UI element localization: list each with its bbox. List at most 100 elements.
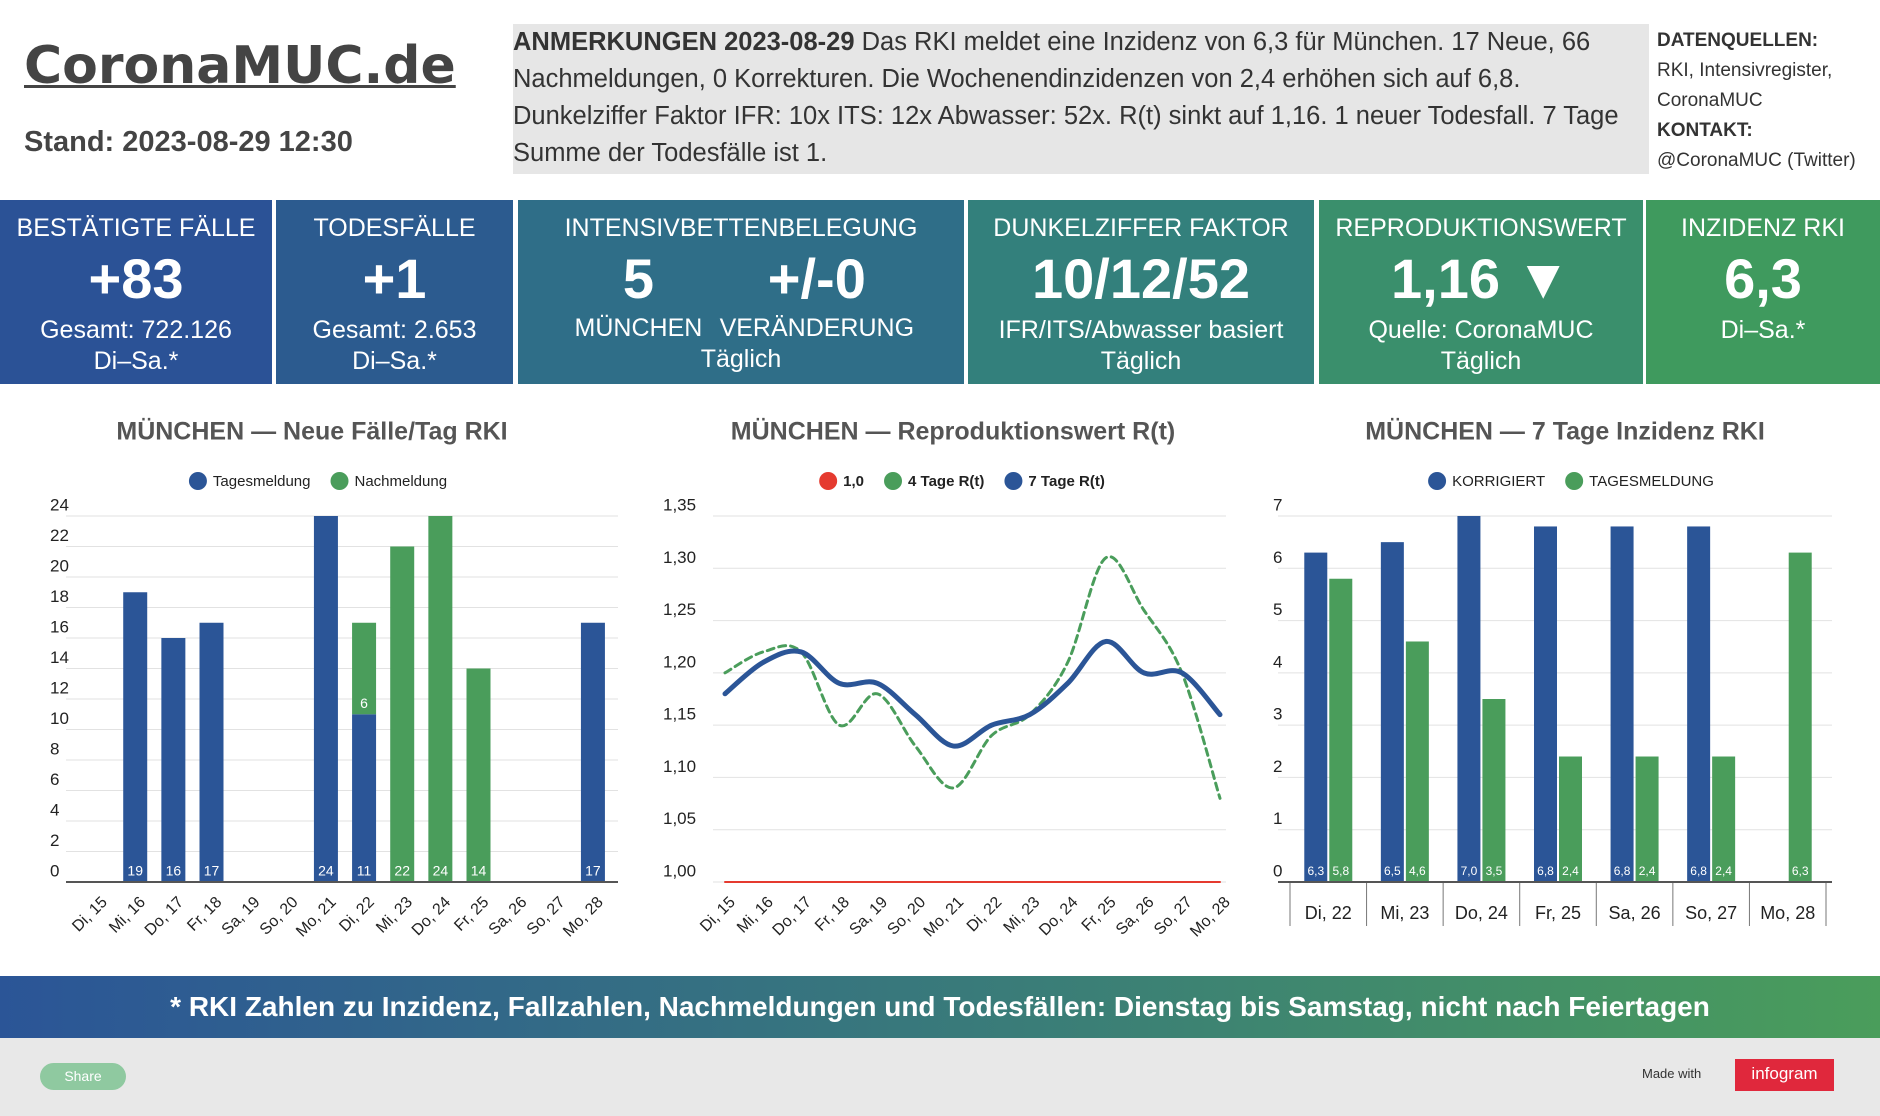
y-tick-label: 18 <box>50 587 69 606</box>
y-tick-label: 12 <box>50 678 69 697</box>
tile-line: Di–Sa.* <box>93 347 179 375</box>
chart-title: MÜNCHEN — Neue Fälle/Tag RKI <box>116 417 507 446</box>
y-tick-label: 0 <box>1273 861 1282 880</box>
bar <box>352 622 377 715</box>
data-label: 22 <box>394 863 410 879</box>
data-label: 4,6 <box>1409 864 1426 878</box>
tile-sublabel: VERÄNDERUNG <box>719 314 915 342</box>
legend-label: Nachmeldung <box>355 473 448 490</box>
bar <box>1559 756 1582 882</box>
brand-badge[interactable]: infogram <box>1735 1059 1834 1091</box>
tile-value: +1 <box>362 247 427 310</box>
y-tick-label: 22 <box>50 526 69 545</box>
kpi-tile: INZIDENZ RKI 6,3 Di–Sa.* <box>1646 200 1880 384</box>
kpi-tile: REPRODUKTIONSWERT 1,16 ▼ Quelle: CoronaMUC… <box>1319 200 1643 384</box>
tile-line: Quelle: CoronaMUC <box>1368 316 1594 344</box>
data-label: 17 <box>585 863 601 879</box>
legend-marker <box>884 472 903 490</box>
bar <box>428 516 453 882</box>
x-tick-label: So, 27 <box>524 894 569 939</box>
data-label: 24 <box>433 863 449 879</box>
data-label: 24 <box>318 863 334 879</box>
x-tick-label: Sa, 26 <box>1113 894 1158 939</box>
y-tick-label: 8 <box>50 739 59 758</box>
x-tick-label: Mo, 21 <box>293 894 340 941</box>
data-label: 16 <box>166 863 182 879</box>
footer-banner: * RKI Zahlen zu Inzidenz, Fallzahlen, Na… <box>0 976 1880 1038</box>
chart-title: MÜNCHEN — 7 Tage Inzidenz RKI <box>1365 417 1765 446</box>
line-series <box>722 639 1223 749</box>
y-tick-label: 1,05 <box>663 809 696 828</box>
tile-line: Gesamt: 2.653 <box>312 316 477 344</box>
x-tick-label: Sa, 19 <box>846 894 891 939</box>
bar <box>390 546 415 882</box>
y-tick-label: 1,35 <box>663 495 696 514</box>
y-tick-label: 1 <box>1273 809 1282 828</box>
notes-text: Das RKI meldet eine Inzidenz von 6,3 für… <box>513 28 1619 167</box>
y-tick-label: 14 <box>50 648 69 667</box>
y-tick-label: 24 <box>50 495 69 514</box>
data-label: 6,5 <box>1384 864 1401 878</box>
site-title[interactable]: CoronaMUC.de <box>24 36 456 96</box>
tile-line: IFR/ITS/Abwasser basiert <box>998 316 1284 344</box>
charts: MÜNCHEN — Neue Fälle/Tag RKI Tagesmeldung… <box>50 417 1832 941</box>
legend-label: 4 Tage R(t) <box>908 473 984 490</box>
y-tick-label: 1,20 <box>663 652 696 671</box>
x-tick-label: Mo, 28 <box>1760 903 1815 923</box>
legend-label: 7 Tage R(t) <box>1028 473 1104 490</box>
sources-heading: DATENQUELLEN: <box>1657 30 1819 51</box>
legend-label: 1,0 <box>843 473 864 490</box>
x-tick-label: Sa, 26 <box>1609 903 1661 923</box>
data-label: 6,8 <box>1690 864 1707 878</box>
bar <box>580 622 605 882</box>
kpi-tile: INTENSIVBETTENBELEGUNG 5 MÜNCHEN +/-0 VERÄND… <box>518 200 964 384</box>
y-tick-label: 6 <box>1273 548 1282 567</box>
y-tick-label: 3 <box>1273 705 1282 724</box>
legend-marker <box>819 472 838 490</box>
y-tick-label: 4 <box>50 800 59 819</box>
bar <box>1712 756 1736 882</box>
data-label: 7,0 <box>1461 864 1478 878</box>
tile-value: +83 <box>88 247 184 310</box>
tile-line: Gesamt: 722.126 <box>40 316 232 344</box>
data-label: 17 <box>204 863 220 879</box>
tile-title: INZIDENZ RKI <box>1681 214 1845 242</box>
legend-label: KORRIGIERT <box>1452 473 1545 490</box>
x-tick-label: Do, 24 <box>1036 894 1081 939</box>
x-tick-label: Mo, 21 <box>921 894 968 941</box>
bar <box>1635 756 1659 882</box>
bar <box>1534 526 1557 882</box>
y-tick-label: 1,25 <box>663 600 696 619</box>
tile-value: 10/12/52 <box>1032 247 1250 310</box>
data-label: 14 <box>471 863 487 879</box>
y-tick-label: 0 <box>50 861 59 880</box>
data-label: 2,4 <box>1639 864 1656 878</box>
x-tick-label: Mi, 23 <box>1001 894 1044 937</box>
data-label: 2,4 <box>1715 864 1732 878</box>
x-tick-label: Fr, 25 <box>451 894 492 935</box>
x-tick-label: Mi, 16 <box>106 894 149 937</box>
sources-text: RKI, Intensivregister, CoronaMUC <box>1657 60 1833 111</box>
contact-heading: KONTAKT: <box>1657 120 1753 141</box>
kpi-tile: BESTÄTIGTE FÄLLE +83 Gesamt: 722.126 Di–Sa.… <box>0 200 272 384</box>
y-tick-label: 6 <box>50 770 59 789</box>
share-button[interactable]: Share <box>40 1063 126 1090</box>
bar <box>1457 516 1481 882</box>
bar <box>466 668 491 882</box>
tile-line: Di–Sa.* <box>1720 316 1806 344</box>
legend-label: Tagesmeldung <box>213 473 311 490</box>
tile-line: Di–Sa.* <box>352 347 437 375</box>
x-tick-label: Mo, 28 <box>1187 894 1234 941</box>
bar <box>352 714 377 882</box>
bar <box>199 622 224 882</box>
x-tick-label: Fr, 25 <box>1079 894 1120 935</box>
bar <box>1405 641 1429 882</box>
x-tick-label: Sa, 19 <box>219 894 264 939</box>
data-label: 6 <box>360 695 368 711</box>
tile-line: Täglich <box>700 345 782 373</box>
tile-line: Täglich <box>1100 347 1182 375</box>
y-tick-label: 2 <box>50 831 59 850</box>
bar <box>313 516 338 882</box>
x-tick-label: So, 20 <box>884 894 929 939</box>
contact[interactable]: @CoronaMUC (Twitter) <box>1657 150 1856 171</box>
